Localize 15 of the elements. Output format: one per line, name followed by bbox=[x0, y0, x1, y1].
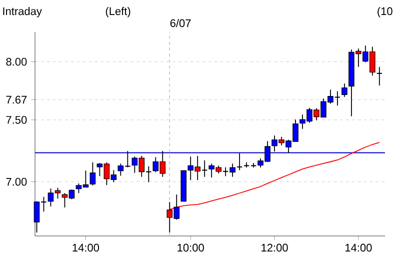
x-tick-label: 14:00 bbox=[72, 244, 100, 252]
x-tick-label: 10:00 bbox=[178, 244, 204, 252]
candlestick bbox=[376, 66, 383, 86]
text: (10 bbox=[378, 7, 392, 18]
candlestick bbox=[90, 162, 96, 186]
text: 6/07 bbox=[170, 19, 191, 28]
y-tick-label: 7.50 bbox=[6, 116, 27, 124]
x-tick-label: 14:00 bbox=[346, 244, 372, 252]
y-tick-label: 7.00 bbox=[6, 178, 27, 186]
chart-subtitle: (Left) bbox=[106, 7, 130, 18]
y-tick-label: 7.67 bbox=[6, 96, 27, 104]
x-tick-label: 12:00 bbox=[262, 244, 288, 252]
y-tick-label: 8.00 bbox=[6, 58, 27, 66]
candlestick bbox=[342, 83, 348, 98]
chart-title: Intraday bbox=[3, 7, 42, 18]
